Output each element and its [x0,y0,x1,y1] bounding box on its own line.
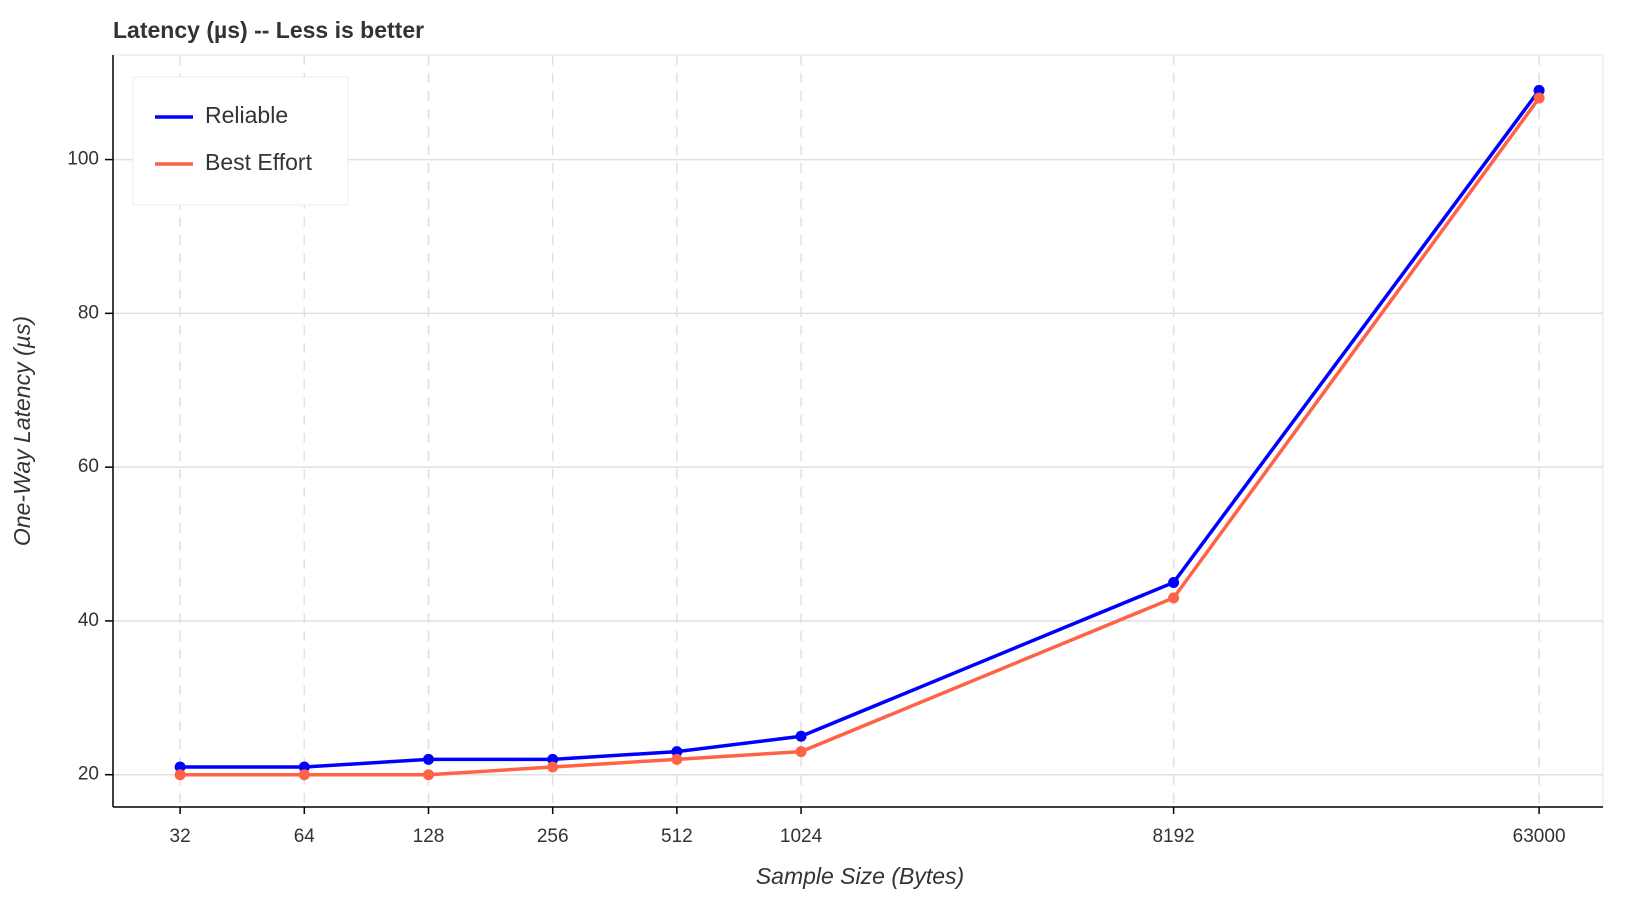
legend-label: Best Effort [205,149,313,175]
legend-label: Reliable [205,102,288,128]
x-tick-label: 64 [294,826,316,847]
data-point [423,769,435,781]
x-tick-label: 63000 [1513,826,1566,847]
data-point [547,761,559,773]
data-point [671,746,683,758]
data-point [795,730,807,742]
y-tick-label: 40 [78,610,99,631]
data-point [1168,576,1180,588]
data-point [174,769,186,781]
data-point [671,753,683,765]
data-point [1533,92,1545,104]
y-tick-label: 80 [78,302,99,323]
x-tick-label: 128 [413,826,445,847]
x-tick-label: 8192 [1152,826,1194,847]
series-line [180,89,1541,769]
x-tick-label: 32 [170,826,191,847]
x-tick-label: 512 [661,826,693,847]
y-tick-label: 60 [78,456,99,477]
chart-title: Latency (µs) -- Less is better [113,17,424,43]
y-tick-label: 20 [78,764,99,785]
data-point [795,746,807,758]
x-tick-label: 256 [537,826,569,847]
data-point [423,753,435,765]
series-line [180,97,1541,777]
data-point [1533,84,1545,96]
y-axis-label: One-Way Latency (µs) [9,316,35,546]
data-point [174,761,186,773]
y-tick-label: 100 [67,149,99,170]
x-tick-label: 1024 [780,826,823,847]
data-point [1168,592,1180,604]
x-axis-label: Sample Size (Bytes) [756,863,964,889]
legend-box [132,76,349,206]
data-point [298,761,310,773]
data-point [298,769,310,781]
data-point [547,753,559,765]
